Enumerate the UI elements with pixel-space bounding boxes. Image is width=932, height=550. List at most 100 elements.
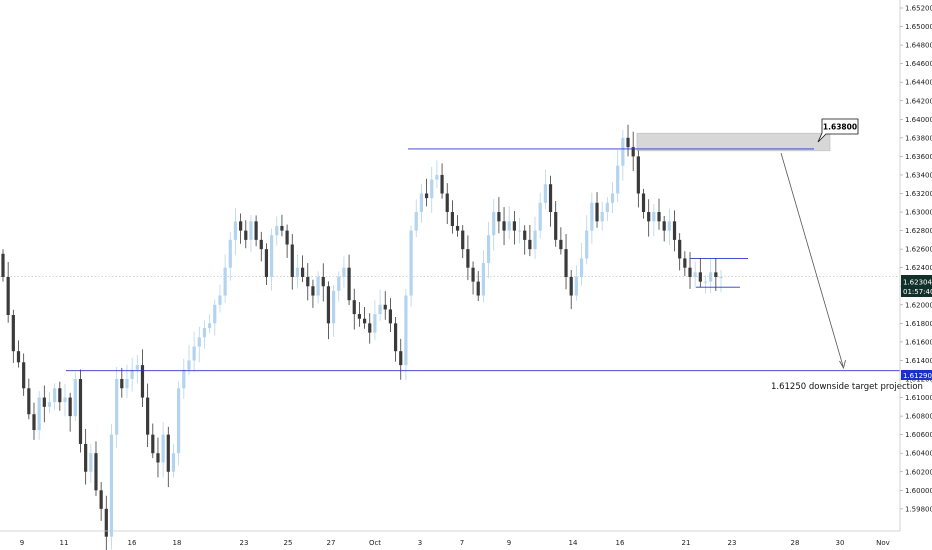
- candle: [27, 378, 31, 420]
- y-tick-label: 1.65000: [905, 23, 932, 31]
- candle: [362, 307, 367, 329]
- y-tick-label: 1.61400: [905, 357, 932, 365]
- candle: [285, 224, 289, 258]
- x-tick-label: 30: [836, 539, 845, 547]
- candle: [445, 183, 449, 224]
- x-tick-label: 16: [616, 539, 625, 547]
- candle: [703, 275, 708, 294]
- candle: [383, 291, 387, 320]
- x-tick-label: Oct: [369, 539, 381, 547]
- current-price-value: 1.62304: [903, 279, 932, 287]
- y-tick-label: 1.64400: [905, 79, 932, 87]
- y-tick-label: 1.62600: [905, 246, 932, 254]
- y-tick-label: 1.62800: [905, 227, 932, 235]
- projection-arrow: [780, 152, 846, 370]
- candle: [409, 225, 413, 307]
- candle: [254, 215, 258, 247]
- y-tick-label: 1.61000: [905, 394, 932, 402]
- candle: [244, 220, 248, 249]
- candle: [171, 443, 176, 478]
- candle: [94, 441, 98, 497]
- candle: [559, 227, 563, 255]
- price-callout[interactable]: 1.63800: [817, 118, 859, 143]
- candle: [419, 184, 424, 223]
- candle: [404, 288, 408, 381]
- y-tick-label: 1.64200: [905, 97, 932, 105]
- candle: [605, 197, 609, 222]
- candle: [393, 316, 398, 362]
- y-tick-label: 1.61800: [905, 320, 932, 328]
- supply-zone-layer: [636, 132, 831, 152]
- candle: [647, 199, 651, 237]
- candle: [481, 250, 485, 303]
- candle: [486, 221, 491, 279]
- y-tick-label: 1.63200: [905, 190, 932, 198]
- candle: [125, 364, 129, 398]
- candle: [270, 228, 274, 291]
- candle: [326, 281, 331, 340]
- candle: [300, 255, 305, 283]
- candle: [600, 201, 604, 231]
- candle: [678, 233, 682, 271]
- candle: [63, 383, 67, 417]
- candle: [249, 215, 253, 253]
- levels-layer: [66, 148, 900, 372]
- candle: [109, 423, 114, 550]
- candle: [135, 354, 139, 384]
- candle: [239, 213, 243, 244]
- time-axis[interactable]: 9 11 16 18 23 25 27 Oct 3 7 9 14 16 21 23 28 30 Nov: [0, 530, 900, 547]
- price-countdown: 01:57:40: [903, 288, 932, 296]
- candle: [89, 443, 93, 483]
- candle: [218, 284, 222, 313]
- candle: [714, 258, 718, 291]
- candle: [657, 198, 661, 230]
- candle: [719, 270, 723, 293]
- candle: [662, 215, 666, 242]
- candle: [502, 207, 506, 246]
- candle: [280, 214, 284, 237]
- candle: [693, 261, 697, 288]
- y-tick-label: 1.62400: [905, 264, 932, 272]
- x-tick-label: 21: [682, 539, 691, 547]
- y-tick-label: 1.63400: [905, 171, 932, 179]
- candle: [202, 320, 207, 349]
- candle: [264, 243, 269, 286]
- candle: [352, 288, 356, 330]
- candle: [476, 271, 480, 302]
- candle: [166, 426, 170, 488]
- candle: [461, 225, 465, 259]
- candle: [424, 178, 429, 207]
- candle: [709, 258, 713, 294]
- candle: [399, 338, 403, 380]
- candle: [192, 331, 196, 372]
- y-tick-label: 1.60200: [905, 468, 932, 476]
- x-tick-label: 28: [791, 539, 800, 547]
- x-tick-label: 27: [327, 539, 336, 547]
- candle: [1, 249, 5, 282]
- x-tick-label: 3: [418, 539, 422, 547]
- x-tick-label: 9: [507, 539, 511, 547]
- candle: [440, 163, 444, 199]
- candle: [610, 182, 615, 213]
- candle: [130, 357, 134, 392]
- candle: [223, 254, 227, 303]
- candle: [104, 495, 108, 550]
- candle: [177, 381, 181, 466]
- candle: [275, 216, 279, 246]
- support-level-tag: 1.61290: [901, 370, 932, 380]
- candle: [37, 391, 41, 440]
- downside-target-annotation: 1.61250 downside target projection: [771, 382, 923, 392]
- x-tick-label: 18: [173, 539, 182, 547]
- candle: [373, 300, 377, 340]
- candle: [523, 225, 527, 255]
- candle: [233, 207, 238, 256]
- y-tick-label: 1.63600: [905, 153, 932, 161]
- x-tick-label: 16: [128, 539, 137, 547]
- candle: [652, 204, 656, 237]
- price-axis[interactable]: 1.65200 1.65000 1.64800 1.64600 1.64400 1.642…: [899, 0, 932, 531]
- candle: [683, 251, 687, 277]
- y-tick-label: 1.60000: [905, 487, 932, 495]
- candle: [616, 149, 620, 203]
- candle: [22, 353, 26, 396]
